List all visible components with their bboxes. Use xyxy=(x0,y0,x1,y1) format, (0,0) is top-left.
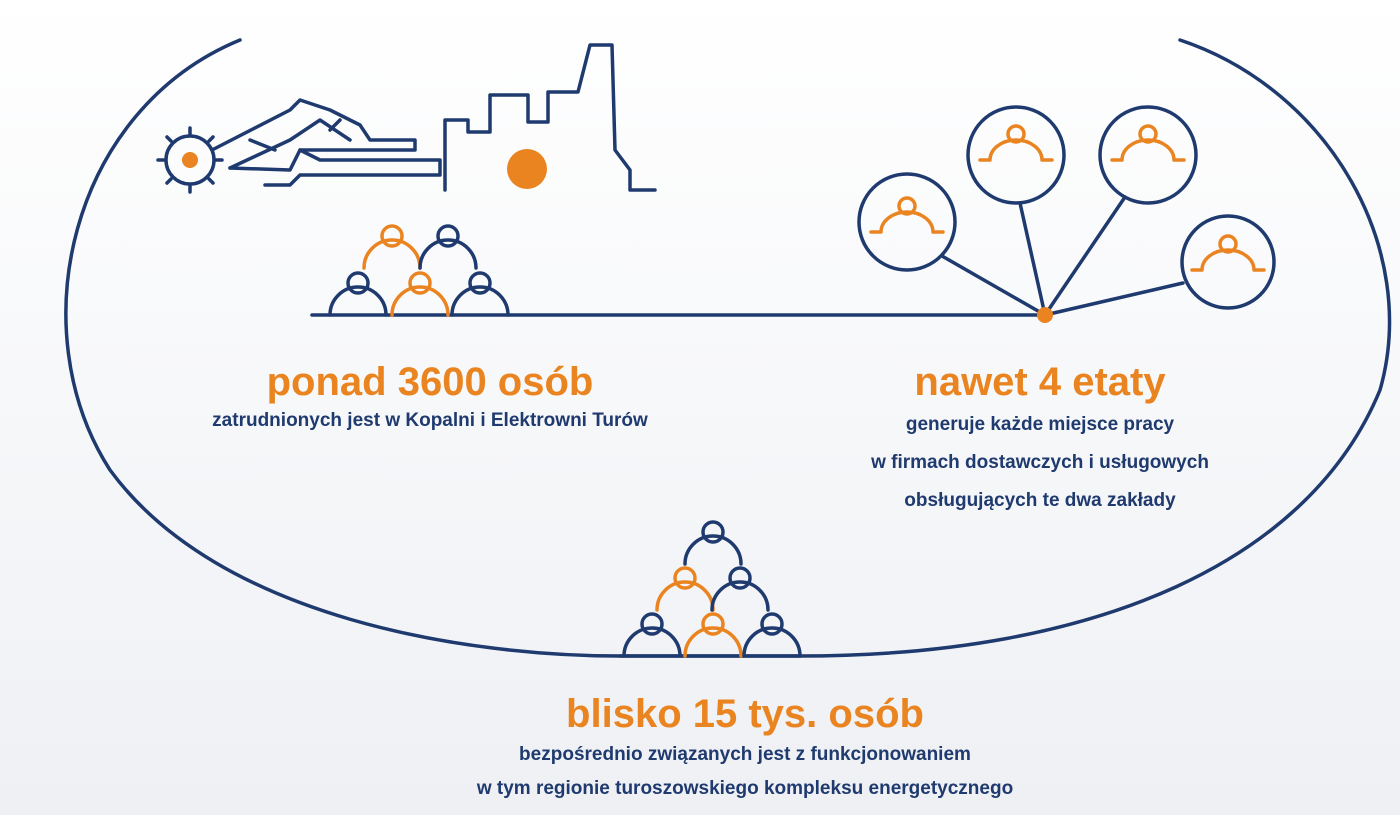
stat-block: ponad 3600 osób zatrudnionych jest w Kop… xyxy=(212,358,648,436)
stat-block: nawet 4 etaty generuje każde miejsce pra… xyxy=(871,358,1209,520)
power-plant xyxy=(445,45,655,190)
description: generuje każde miejsce pracy xyxy=(871,406,1209,444)
headline: blisko 15 tys. osób xyxy=(477,690,1013,738)
stat-block: blisko 15 tys. osób bezpośrednio związan… xyxy=(477,690,1013,806)
description: bezpośrednio związanych jest z funkcjono… xyxy=(477,738,1013,772)
page: ponad 3600 osób zatrudnionych jest w Kop… xyxy=(0,0,1400,815)
crowd-top xyxy=(330,226,508,315)
description: obsługujących te dwa zakłady xyxy=(871,482,1209,520)
description: w firmach dostawczych i usługowych xyxy=(871,444,1209,482)
description: w tym regionie turoszowskiego kompleksu … xyxy=(477,772,1013,806)
headline: nawet 4 etaty xyxy=(871,358,1209,406)
crowd-bottom xyxy=(624,522,800,656)
description: zatrudnionych jest w Kopalni i Elektrown… xyxy=(212,406,648,436)
headline: ponad 3600 osób xyxy=(212,358,648,406)
excavator xyxy=(158,100,440,192)
network xyxy=(859,107,1274,323)
